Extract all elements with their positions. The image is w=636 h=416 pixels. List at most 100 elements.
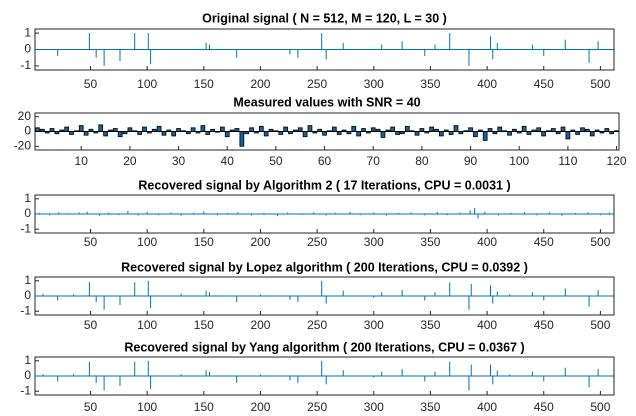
bar — [302, 131, 308, 138]
x-tick-label: 300 — [364, 318, 384, 332]
x-tick-label: 450 — [534, 235, 554, 249]
panel-title: Recovered signal by Lopez algorithm ( 20… — [121, 260, 528, 274]
x-tick-label: 250 — [307, 400, 327, 414]
x-tick-label: 350 — [420, 400, 440, 414]
x-tick-label: 150 — [194, 77, 214, 91]
y-tick-label: 0 — [24, 124, 31, 138]
bar — [307, 125, 313, 132]
x-tick-label: 150 — [194, 318, 214, 332]
x-tick-label: 150 — [194, 235, 214, 249]
panel-title: Original signal ( N = 512, M = 120, L = … — [202, 11, 447, 25]
bar — [78, 125, 84, 132]
x-tick-label: 60 — [318, 154, 332, 168]
x-tick-label: 50 — [84, 235, 98, 249]
bar — [258, 125, 264, 132]
axes-box — [34, 112, 620, 151]
bar — [439, 131, 444, 137]
axes-box — [34, 28, 615, 71]
bar — [536, 127, 542, 132]
x-tick-label: 90 — [464, 154, 478, 168]
x-tick-label: 70 — [367, 154, 381, 168]
bar — [35, 127, 40, 132]
x-tick-label: 100 — [137, 318, 157, 332]
x-tick-label: 450 — [534, 318, 554, 332]
bar — [482, 131, 488, 141]
bar — [200, 125, 206, 132]
bar — [331, 126, 337, 132]
x-tick-label: 20 — [123, 154, 137, 168]
x-tick-label: 200 — [250, 400, 270, 414]
bar — [453, 125, 459, 132]
panel-title: Measured values with SNR = 40 — [233, 95, 420, 109]
bar — [560, 126, 566, 132]
x-tick-label: 350 — [420, 77, 440, 91]
bar — [263, 131, 269, 137]
y-tick-label: -1 — [20, 383, 31, 397]
y-tick-label: 1 — [24, 273, 31, 287]
bar — [404, 125, 410, 132]
x-tick-label: 450 — [534, 400, 554, 414]
bar — [473, 131, 478, 138]
bar — [98, 124, 104, 132]
x-tick-label: 300 — [364, 235, 384, 249]
panel-title: Recovered signal by Algorithm 2 ( 17 Ite… — [138, 178, 510, 192]
bar — [468, 127, 473, 132]
bar — [249, 127, 254, 132]
x-tick-label: 50 — [84, 400, 98, 414]
x-tick-label: 100 — [137, 77, 157, 91]
bar — [117, 131, 123, 138]
x-tick-label: 200 — [250, 235, 270, 249]
bar — [297, 127, 303, 132]
y-tick-label: 0 — [24, 206, 31, 220]
panel-title: Recovered signal by Yang algorithm ( 200… — [124, 340, 524, 354]
x-tick-label: 500 — [590, 318, 610, 332]
axes-box — [34, 356, 615, 396]
y-tick-label: 0 — [24, 288, 31, 302]
x-tick-label: 450 — [534, 77, 554, 91]
x-tick-label: 250 — [307, 77, 327, 91]
x-tick-label: 100 — [137, 400, 157, 414]
bar — [224, 131, 230, 138]
y-tick-label: 0 — [24, 368, 31, 382]
bar — [351, 125, 357, 132]
y-tick-label: 0 — [24, 42, 31, 56]
bar — [580, 127, 585, 132]
x-tick-label: 500 — [590, 77, 610, 91]
x-tick-label: 500 — [590, 400, 610, 414]
bar — [64, 126, 69, 132]
x-tick-label: 50 — [84, 318, 98, 332]
x-tick-label: 50 — [269, 154, 283, 168]
bar — [589, 131, 595, 137]
bar — [283, 126, 288, 132]
bar — [356, 131, 361, 137]
bar — [103, 131, 108, 137]
y-tick-label: -20 — [14, 138, 32, 152]
x-tick-label: 200 — [250, 77, 270, 91]
x-tick-label: 10 — [75, 154, 89, 168]
y-tick-label: 1 — [24, 191, 31, 205]
x-tick-label: 100 — [137, 235, 157, 249]
x-tick-label: 200 — [250, 318, 270, 332]
y-tick-label: 1 — [24, 353, 31, 367]
x-tick-label: 400 — [477, 400, 497, 414]
bar — [497, 126, 503, 132]
bar — [239, 131, 245, 147]
x-tick-label: 350 — [420, 318, 440, 332]
bar — [429, 126, 434, 132]
bar — [565, 131, 571, 140]
x-tick-label: 400 — [477, 318, 497, 332]
bar — [156, 125, 162, 132]
x-tick-label: 250 — [307, 235, 327, 249]
bar — [380, 131, 386, 138]
bar — [171, 131, 177, 137]
x-tick-label: 120 — [607, 154, 627, 168]
bar — [370, 127, 376, 132]
y-tick-label: 20 — [18, 109, 32, 123]
x-tick-label: 250 — [307, 318, 327, 332]
bar — [83, 131, 89, 136]
bar — [414, 131, 420, 136]
x-tick-label: 40 — [221, 154, 235, 168]
bar — [521, 125, 527, 132]
y-tick-label: 1 — [24, 25, 31, 39]
